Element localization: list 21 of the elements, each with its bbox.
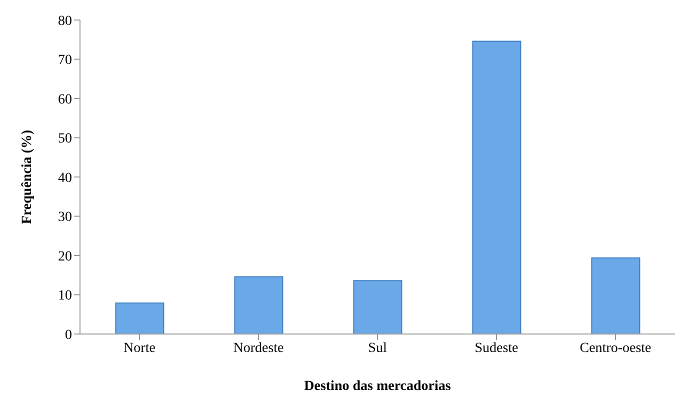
x-tick-label: Norte bbox=[124, 340, 156, 356]
y-tick-label: 70 bbox=[58, 53, 72, 68]
x-tick-label: Centro-oeste bbox=[580, 340, 652, 356]
y-tick-label: 60 bbox=[58, 92, 72, 108]
bar bbox=[472, 40, 522, 334]
y-tick-label: 0 bbox=[65, 328, 72, 343]
x-tick-label: Sudeste bbox=[474, 340, 518, 356]
x-tick-label: Nordeste bbox=[233, 340, 284, 356]
y-tick-label: 80 bbox=[58, 14, 72, 29]
x-tick-label: Sul bbox=[368, 340, 387, 356]
bar bbox=[115, 302, 164, 334]
bar bbox=[591, 257, 640, 334]
y-tick-label: 10 bbox=[58, 288, 72, 304]
y-tick-label: 30 bbox=[58, 210, 72, 226]
y-tick-label: 50 bbox=[58, 132, 72, 147]
bar bbox=[234, 276, 284, 334]
y-tick-label: 40 bbox=[58, 170, 72, 186]
y-tick-label: 20 bbox=[58, 249, 72, 264]
x-axis-title: Destino das mercadorias bbox=[304, 379, 452, 394]
y-axis-title: Frequência (%) bbox=[20, 130, 35, 224]
bar bbox=[353, 280, 402, 334]
